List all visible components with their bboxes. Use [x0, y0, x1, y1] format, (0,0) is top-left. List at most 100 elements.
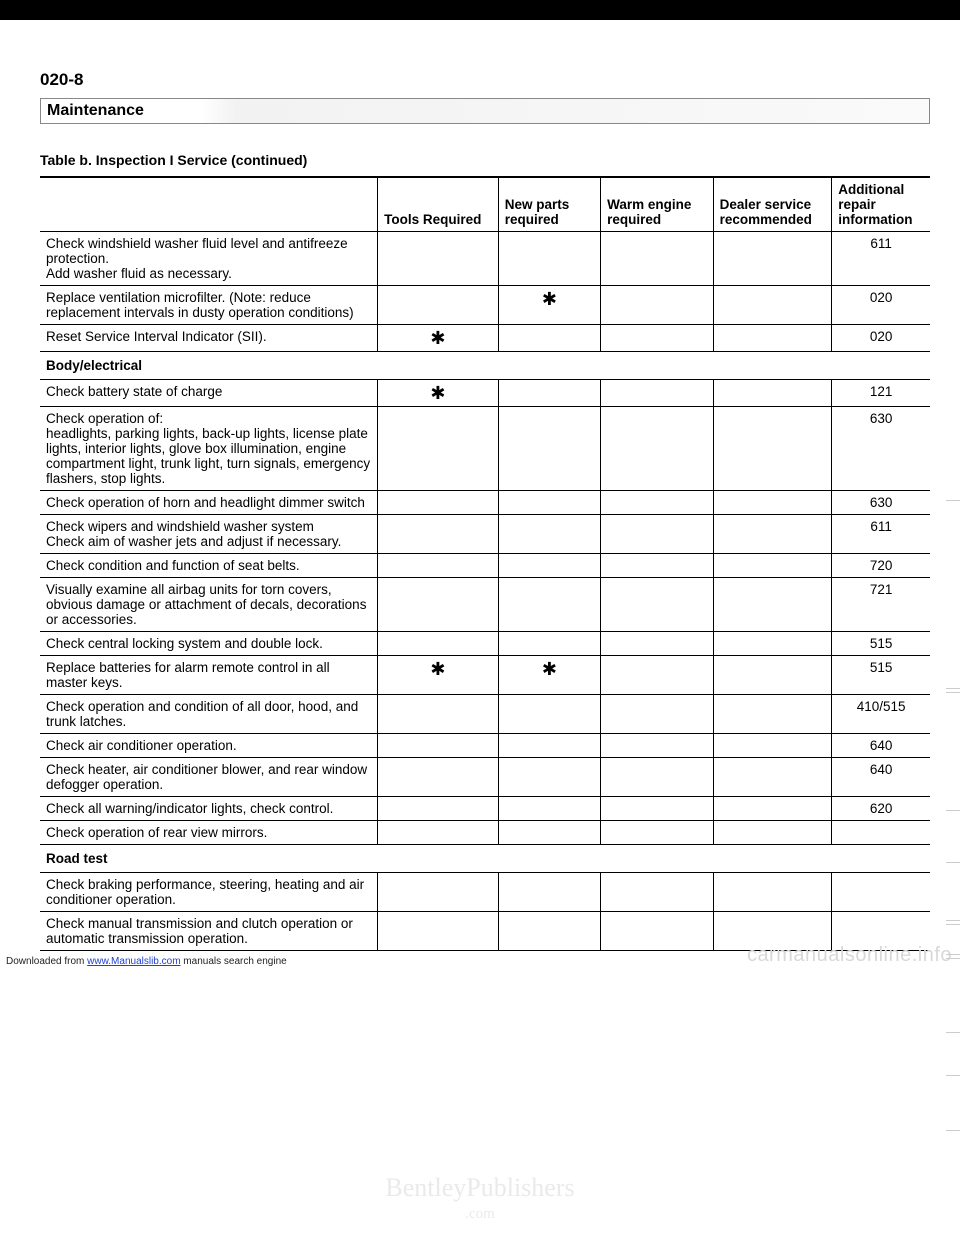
cell — [713, 491, 832, 515]
cell — [498, 232, 600, 286]
cell — [378, 515, 499, 554]
cell: 630 — [832, 491, 930, 515]
page-number: 020-8 — [40, 70, 930, 90]
cell — [713, 325, 832, 352]
cell — [601, 695, 714, 734]
cell — [713, 632, 832, 656]
cell: 640 — [832, 758, 930, 797]
cell — [378, 912, 499, 951]
cell: 515 — [832, 632, 930, 656]
cell — [378, 232, 499, 286]
cell: Reset Service Interval Indicator (SII). — [40, 325, 378, 352]
cell — [601, 515, 714, 554]
cell — [832, 873, 930, 912]
cell: Check all warning/indicator lights, chec… — [40, 797, 378, 821]
cell: Check condition and function of seat bel… — [40, 554, 378, 578]
asterisk-icon: ✱ — [430, 383, 445, 403]
cell: Check heater, air conditioner blower, an… — [40, 758, 378, 797]
cell: Check braking performance, steering, hea… — [40, 873, 378, 912]
cell — [378, 578, 499, 632]
asterisk-icon: ✱ — [542, 289, 557, 309]
cell: 611 — [832, 515, 930, 554]
cell — [601, 491, 714, 515]
cell — [498, 873, 600, 912]
cell — [498, 578, 600, 632]
cell — [713, 758, 832, 797]
cell: 410/515 — [832, 695, 930, 734]
cell: Check operation of horn and headlight di… — [40, 491, 378, 515]
cell — [498, 325, 600, 352]
cell: Check manual transmission and clutch ope… — [40, 912, 378, 951]
table-caption: Table b. Inspection I Service (continued… — [40, 152, 930, 168]
cell — [378, 797, 499, 821]
cell: 611 — [832, 232, 930, 286]
cell — [713, 695, 832, 734]
cell: ✱ — [378, 380, 499, 407]
cell — [378, 407, 499, 491]
cell: ✱ — [498, 656, 600, 695]
th-warm: Warm engine required — [601, 177, 714, 232]
table-row: Check heater, air conditioner blower, an… — [40, 758, 930, 797]
table-row: Road test — [40, 845, 930, 873]
th-desc — [40, 177, 378, 232]
cell: Visually examine all airbag units for to… — [40, 578, 378, 632]
table-row: Check air conditioner operation.640 — [40, 734, 930, 758]
cell: 020 — [832, 325, 930, 352]
cell — [601, 407, 714, 491]
cell — [713, 873, 832, 912]
cell — [601, 912, 714, 951]
cell — [378, 286, 499, 325]
section-header-cell: Body/electrical — [40, 352, 930, 380]
cell — [498, 695, 600, 734]
cell: 630 — [832, 407, 930, 491]
cell: 640 — [832, 734, 930, 758]
cell: Check central locking system and double … — [40, 632, 378, 656]
cell — [601, 325, 714, 352]
cell — [601, 734, 714, 758]
table-body: Check windshield washer fluid level and … — [40, 232, 930, 951]
table-row: Replace batteries for alarm remote contr… — [40, 656, 930, 695]
cell: 721 — [832, 578, 930, 632]
cell — [498, 407, 600, 491]
cell: ✱ — [378, 656, 499, 695]
cell — [713, 554, 832, 578]
cell: Replace batteries for alarm remote contr… — [40, 656, 378, 695]
cell — [601, 656, 714, 695]
section-header-cell: Road test — [40, 845, 930, 873]
cell — [498, 491, 600, 515]
cell: 121 — [832, 380, 930, 407]
asterisk-icon: ✱ — [430, 328, 445, 348]
cell — [601, 578, 714, 632]
bentley-watermark: BentleyPublishers .com — [0, 1177, 960, 1221]
table-row: Body/electrical — [40, 352, 930, 380]
cell — [713, 656, 832, 695]
table-row: Check operation of rear view mirrors. — [40, 821, 930, 845]
cell — [498, 758, 600, 797]
manualslib-link[interactable]: www.Manualslib.com — [87, 956, 180, 967]
cell — [601, 286, 714, 325]
th-info: Additional repair information — [832, 177, 930, 232]
cell — [378, 554, 499, 578]
table-row: Check condition and function of seat bel… — [40, 554, 930, 578]
cell — [498, 734, 600, 758]
cell — [713, 286, 832, 325]
cell: ✱ — [378, 325, 499, 352]
cell — [498, 554, 600, 578]
cell — [713, 380, 832, 407]
cell — [601, 797, 714, 821]
cell — [498, 515, 600, 554]
cell — [498, 632, 600, 656]
cell: Check windshield washer fluid level and … — [40, 232, 378, 286]
cell — [601, 821, 714, 845]
asterisk-icon: ✱ — [430, 659, 445, 679]
cell: 515 — [832, 656, 930, 695]
table-row: Check windshield washer fluid level and … — [40, 232, 930, 286]
cell — [378, 821, 499, 845]
cell: ✱ — [498, 286, 600, 325]
cell — [713, 232, 832, 286]
cell — [498, 912, 600, 951]
table-row: Check operation of horn and headlight di… — [40, 491, 930, 515]
footer-left: Downloaded from www.Manualslib.com manua… — [6, 956, 287, 967]
cell: 020 — [832, 286, 930, 325]
cell — [601, 632, 714, 656]
